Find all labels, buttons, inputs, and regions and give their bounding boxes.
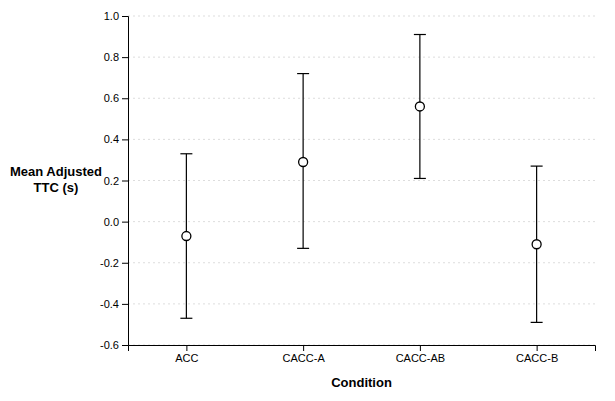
error-bar-cap: [531, 166, 543, 167]
tick-label: -0.4: [100, 298, 119, 310]
plot: -0.6 -0.4 -0.2 0.0 0.2 0.4 0.6 0.8 1.0 ACC CACC-A C…: [100, 10, 595, 364]
marks: [180, 35, 542, 323]
tick-label: CACC-A: [283, 352, 326, 364]
tick-label: -0.6: [100, 339, 119, 351]
chart: -0.6 -0.4 -0.2 0.0 0.2 0.4 0.6 0.8 1.0 ACC CACC-A C…: [0, 0, 615, 401]
y-label: Mean Adjusted: [10, 164, 102, 179]
tick-mark: [186, 345, 187, 351]
y-tick: -0.4: [100, 298, 128, 310]
tick-label: 0.4: [104, 133, 119, 145]
y-tick: 0.2: [104, 175, 128, 187]
error-bar-cap: [531, 322, 543, 323]
error-bar-cap: [297, 73, 309, 74]
mean-marker: [182, 232, 191, 241]
error-bar-cap: [414, 178, 426, 179]
tick-mark: [537, 345, 538, 351]
error-bar-cap: [297, 248, 309, 249]
grid-line: [128, 139, 595, 140]
grid-line: [128, 180, 595, 181]
error-bar: [531, 166, 543, 322]
error-bar-cap: [414, 34, 426, 35]
y-tick: 1.0: [104, 10, 128, 22]
error-bar-cap: [180, 318, 192, 319]
y-tick: 0.4: [104, 133, 128, 145]
x-tick: ACC: [175, 345, 198, 364]
grid-line: [128, 221, 595, 222]
tick-label: CACC-B: [516, 352, 558, 364]
error-bar: [297, 74, 309, 249]
y-label: TTC (s): [34, 180, 79, 195]
tick-mark: [122, 345, 128, 346]
x-tick: CACC-B: [516, 345, 558, 364]
x-tick: CACC-AB: [396, 345, 446, 364]
tick-label: ACC: [175, 352, 198, 364]
y-tick: 0.0: [104, 216, 128, 228]
tick-mark: [420, 345, 421, 351]
grid-line: [128, 262, 595, 263]
x-label: Condition: [331, 375, 392, 390]
tick-label: 0.6: [104, 92, 119, 104]
tick-mark: [122, 16, 128, 17]
grid-line: [128, 57, 595, 58]
tick-mark: [122, 181, 128, 182]
tick-label: CACC-AB: [396, 352, 446, 364]
y-tick: 0.6: [104, 92, 128, 104]
tick-mark: [122, 57, 128, 58]
tick-label: -0.2: [100, 257, 119, 269]
tick-mark: [303, 345, 304, 351]
x-tick: CACC-A: [283, 345, 326, 364]
y-tick: -0.6: [100, 339, 128, 351]
tick-label: 0.0: [104, 216, 119, 228]
error-bar-cap: [180, 153, 192, 154]
y-tick: -0.2: [100, 257, 128, 269]
tick-mark: [122, 98, 128, 99]
mean-marker: [415, 102, 424, 111]
error-bar: [180, 154, 192, 318]
tick-mark: [122, 222, 128, 223]
grid: [128, 16, 595, 345]
grid-line: [128, 303, 595, 304]
error-bar: [414, 35, 426, 179]
x-axis: ACC CACC-A CACC-AB CACC-B: [129, 345, 596, 364]
mean-marker: [532, 240, 541, 249]
tick-mark: [122, 263, 128, 264]
mean-marker: [299, 157, 308, 166]
grid-line: [128, 98, 595, 99]
tick-mark: [122, 139, 128, 140]
y-tick: 0.8: [104, 51, 128, 63]
tick-label: 0.8: [104, 51, 119, 63]
tick-label: 1.0: [104, 10, 119, 22]
axis-line: [122, 17, 129, 346]
y-axis: -0.6 -0.4 -0.2 0.0 0.2 0.4 0.6 0.8 1.0: [100, 10, 128, 351]
grid-line: [128, 16, 595, 17]
tick-label: 0.2: [104, 175, 119, 187]
tick-mark: [122, 304, 128, 305]
axis-line: [129, 346, 596, 352]
